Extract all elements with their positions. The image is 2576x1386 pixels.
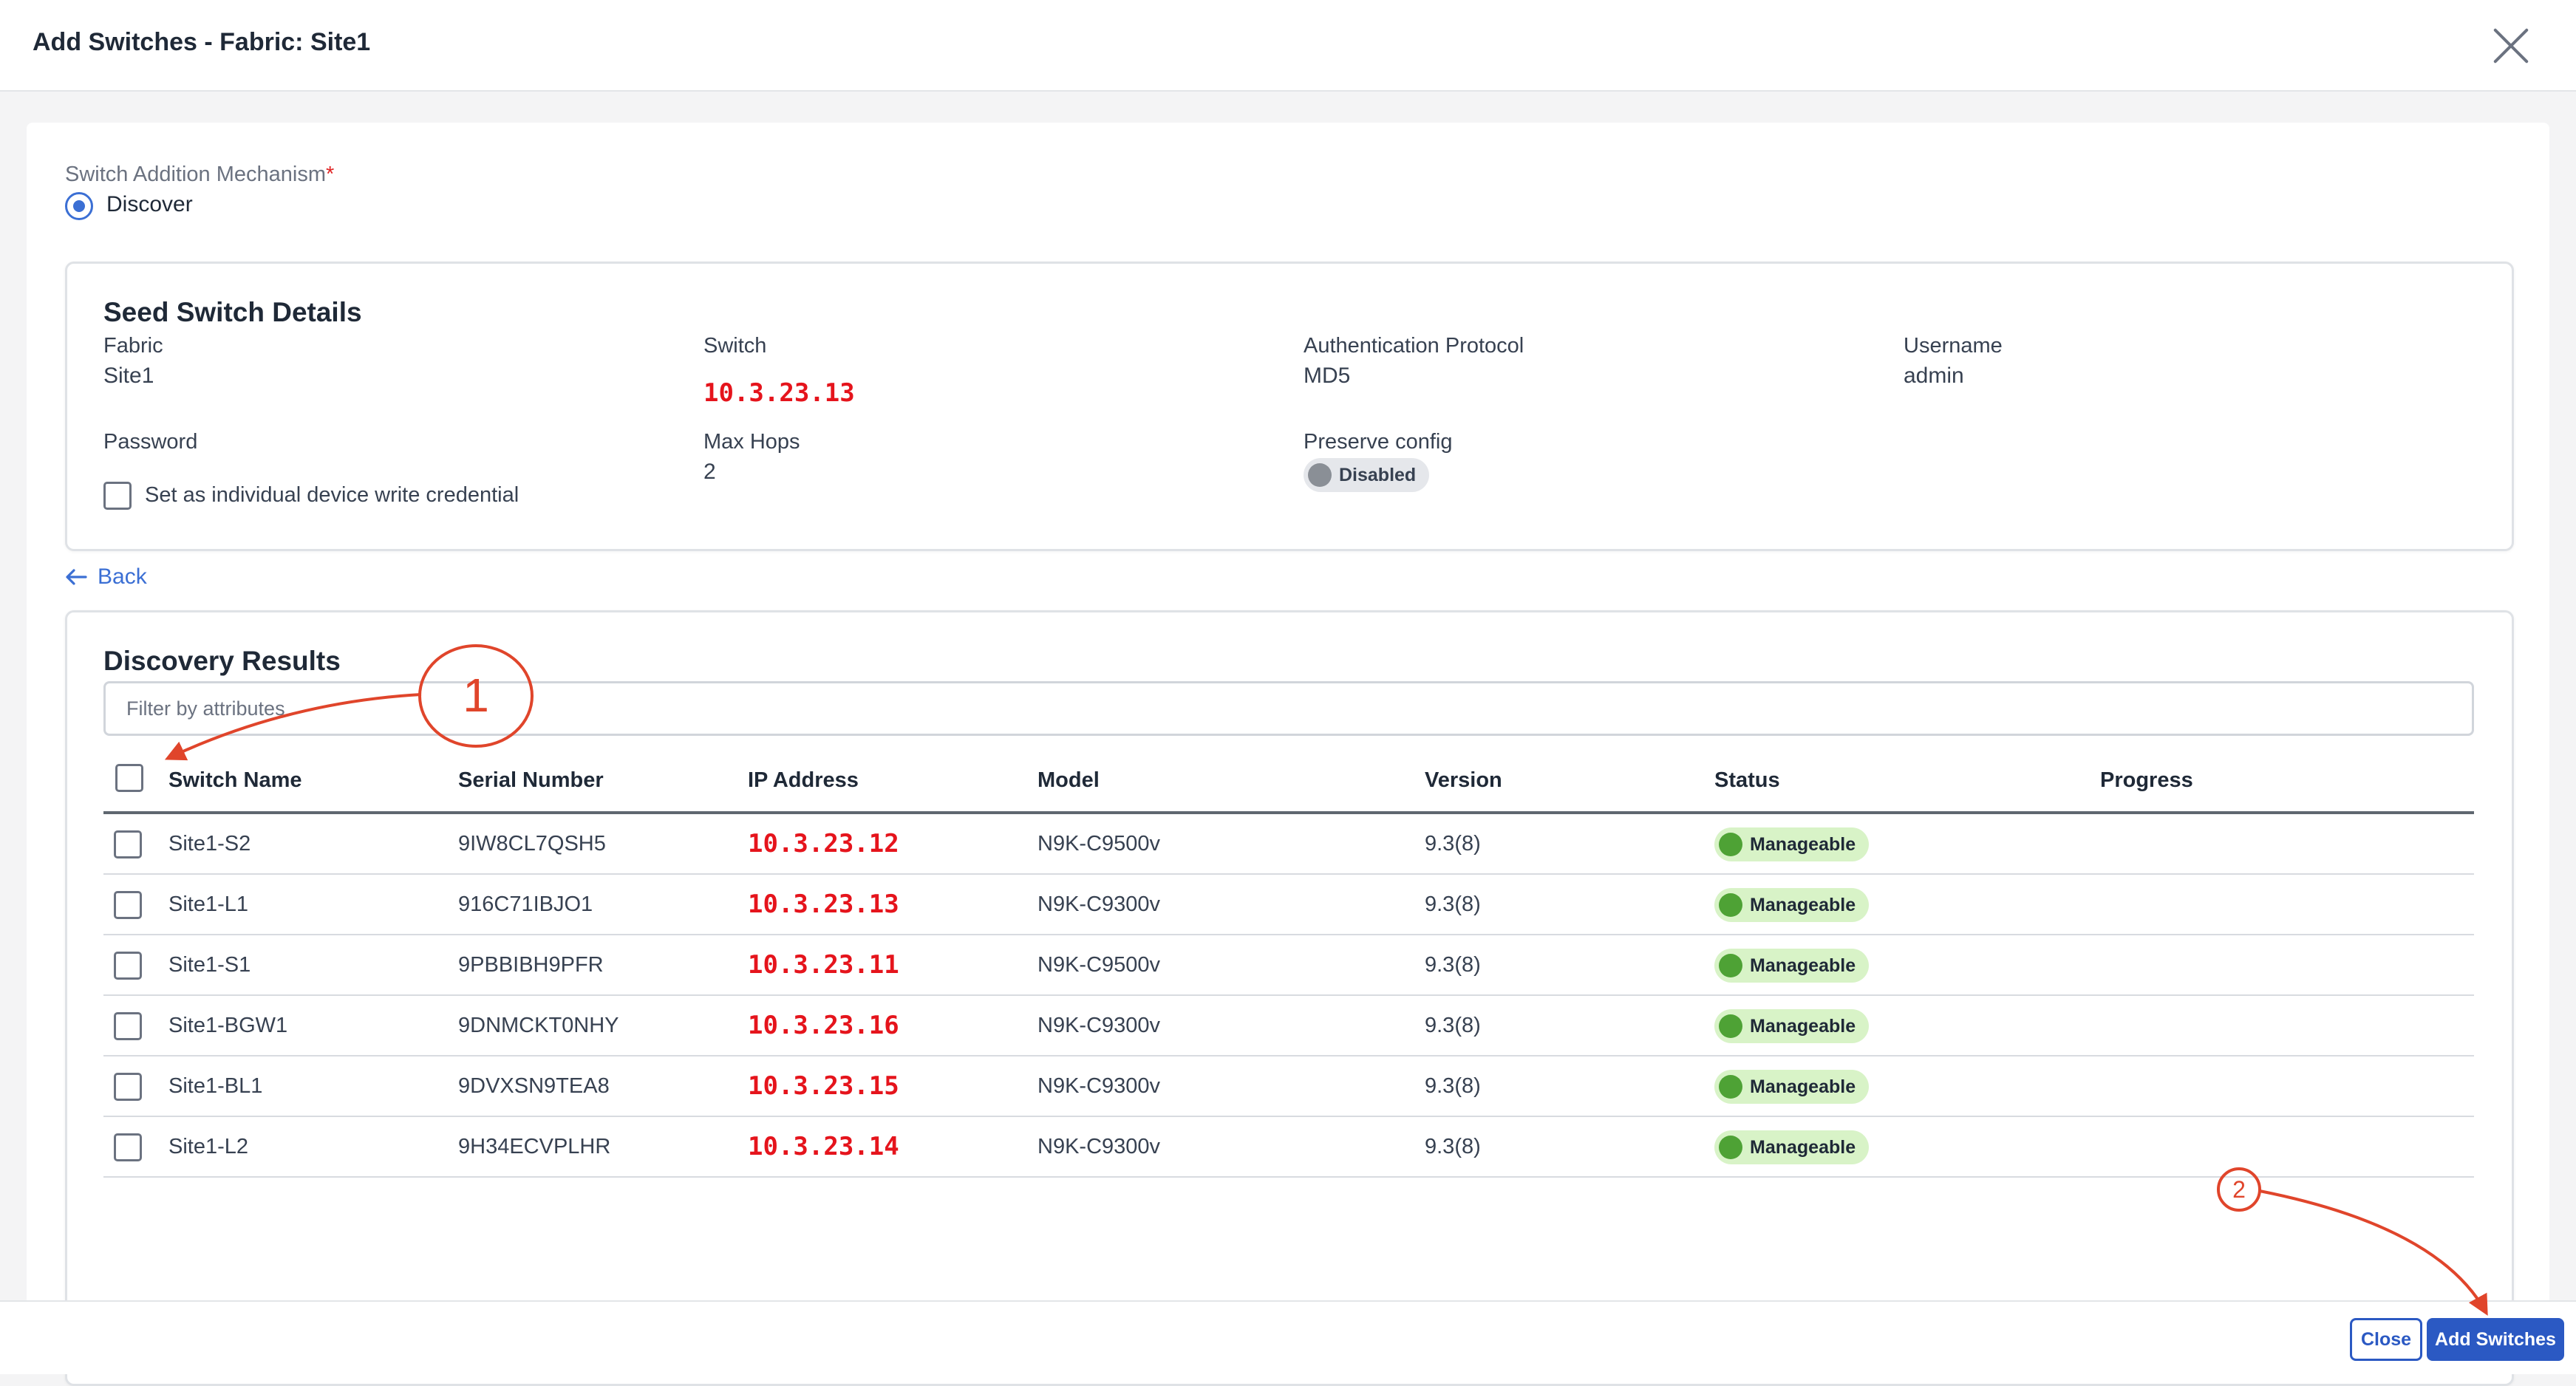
ip-address-cell: 10.3.23.14 xyxy=(748,1132,899,1161)
table-header-divider xyxy=(103,811,2474,814)
close-icon[interactable] xyxy=(2492,27,2530,65)
seed-switch-panel xyxy=(65,262,2514,551)
switch-name-cell: Site1-BGW1 xyxy=(168,1014,288,1037)
table-row[interactable]: Site1-BGW1 9DNMCKT0NHY 10.3.23.16 N9K-C9… xyxy=(103,996,2474,1056)
model-cell: N9K-C9300v xyxy=(1037,1074,1161,1098)
switch-value: 10.3.23.13 xyxy=(703,378,855,408)
discover-radio[interactable] xyxy=(65,192,93,220)
serial-number-cell: 9IW8CL7QSH5 xyxy=(458,832,606,856)
arrow-left-icon xyxy=(66,569,87,585)
column-header-progress[interactable]: Progress xyxy=(2100,768,2193,792)
status-dot-icon xyxy=(1719,1075,1742,1099)
seed-panel-title: Seed Switch Details xyxy=(103,297,362,327)
dialog-header: Add Switches - Fabric: Site1 xyxy=(0,0,2576,92)
back-link[interactable]: Back xyxy=(65,564,147,590)
status-dot-icon xyxy=(1719,954,1742,977)
serial-number-cell: 9H34ECVPLHR xyxy=(458,1135,611,1158)
password-label: Password xyxy=(103,430,198,454)
dialog-footer xyxy=(0,1300,2576,1374)
status-badge: Manageable xyxy=(1714,1130,1870,1164)
model-cell: N9K-C9500v xyxy=(1037,832,1161,856)
select-all-checkbox[interactable] xyxy=(115,764,143,792)
ip-address-cell: 10.3.23.11 xyxy=(748,950,899,980)
switch-label: Switch xyxy=(703,334,767,358)
version-cell: 9.3(8) xyxy=(1425,1135,1481,1158)
ip-address-cell: 10.3.23.13 xyxy=(748,890,899,919)
column-header-serial-number[interactable]: Serial Number xyxy=(458,768,604,792)
table-row[interactable]: Site1-L1 916C71IBJO1 10.3.23.13 N9K-C930… xyxy=(103,875,2474,935)
ip-address-cell: 10.3.23.15 xyxy=(748,1071,899,1101)
fabric-label: Fabric xyxy=(103,334,163,358)
serial-number-cell: 9DNMCKT0NHY xyxy=(458,1014,619,1037)
row-checkbox[interactable] xyxy=(114,952,142,980)
column-header-status[interactable]: Status xyxy=(1714,768,1780,792)
preserve-config-label: Preserve config xyxy=(1304,430,1453,454)
close-button[interactable]: Close xyxy=(2350,1318,2422,1361)
dialog-title: Add Switches - Fabric: Site1 xyxy=(33,28,371,56)
write-credential-checkbox[interactable] xyxy=(103,482,132,510)
fabric-value: Site1 xyxy=(103,363,154,388)
ip-address-cell: 10.3.23.16 xyxy=(748,1011,899,1040)
preserve-config-badge: Disabled xyxy=(1304,458,1430,492)
add-switches-button[interactable]: Add Switches xyxy=(2427,1318,2564,1361)
column-header-model[interactable]: Model xyxy=(1037,768,1100,792)
switch-name-cell: Site1-L1 xyxy=(168,892,249,916)
version-cell: 9.3(8) xyxy=(1425,953,1481,977)
status-badge: Manageable xyxy=(1714,949,1870,983)
row-checkbox[interactable] xyxy=(114,1133,142,1161)
switch-name-cell: Site1-S2 xyxy=(168,832,251,856)
model-cell: N9K-C9300v xyxy=(1037,892,1161,916)
model-cell: N9K-C9500v xyxy=(1037,953,1161,977)
discovery-panel-title: Discovery Results xyxy=(103,646,341,676)
version-cell: 9.3(8) xyxy=(1425,832,1481,856)
annotation-number-2: 2 xyxy=(2232,1176,2246,1203)
mechanism-label: Switch Addition Mechanism* xyxy=(65,163,335,186)
status-badge: Manageable xyxy=(1714,1009,1870,1043)
column-header-ip-address[interactable]: IP Address xyxy=(748,768,859,792)
row-checkbox[interactable] xyxy=(114,830,142,858)
serial-number-cell: 916C71IBJO1 xyxy=(458,892,593,916)
serial-number-cell: 9PBBIBH9PFR xyxy=(458,953,604,977)
status-badge: Manageable xyxy=(1714,888,1870,922)
username-value: admin xyxy=(1904,363,1964,388)
table-row[interactable]: Site1-S1 9PBBIBH9PFR 10.3.23.11 N9K-C950… xyxy=(103,935,2474,996)
serial-number-cell: 9DVXSN9TEA8 xyxy=(458,1074,610,1098)
max-hops-value: 2 xyxy=(703,460,716,484)
version-cell: 9.3(8) xyxy=(1425,1074,1481,1098)
annotation-number-1: 1 xyxy=(463,669,489,722)
switch-name-cell: Site1-BL1 xyxy=(168,1074,263,1098)
status-dot-icon xyxy=(1719,893,1742,917)
status-dot-icon xyxy=(1719,1014,1742,1038)
column-header-switch-name[interactable]: Switch Name xyxy=(168,768,302,792)
status-dot-icon xyxy=(1719,1136,1742,1159)
auth-protocol-label: Authentication Protocol xyxy=(1304,334,1524,358)
table-row[interactable]: Site1-L2 9H34ECVPLHR 10.3.23.14 N9K-C930… xyxy=(103,1117,2474,1178)
write-credential-label: Set as individual device write credentia… xyxy=(145,483,519,507)
version-cell: 9.3(8) xyxy=(1425,892,1481,916)
row-checkbox[interactable] xyxy=(114,1012,142,1040)
model-cell: N9K-C9300v xyxy=(1037,1014,1161,1037)
model-cell: N9K-C9300v xyxy=(1037,1135,1161,1158)
table-row[interactable]: Site1-BL1 9DVXSN9TEA8 10.3.23.15 N9K-C93… xyxy=(103,1056,2474,1117)
column-header-version[interactable]: Version xyxy=(1425,768,1502,792)
version-cell: 9.3(8) xyxy=(1425,1014,1481,1037)
ip-address-cell: 10.3.23.12 xyxy=(748,829,899,858)
switch-name-cell: Site1-L2 xyxy=(168,1135,249,1158)
discover-radio-label[interactable]: Discover xyxy=(106,192,193,216)
status-badge: Manageable xyxy=(1714,827,1870,861)
status-dot-icon xyxy=(1719,833,1742,856)
switch-name-cell: Site1-S1 xyxy=(168,953,251,977)
status-badge: Manageable xyxy=(1714,1070,1870,1104)
status-dot-icon xyxy=(1308,463,1332,487)
row-checkbox[interactable] xyxy=(114,891,142,919)
required-mark: * xyxy=(326,163,335,186)
row-checkbox[interactable] xyxy=(114,1073,142,1101)
max-hops-label: Max Hops xyxy=(703,430,800,454)
table-row[interactable]: Site1-S2 9IW8CL7QSH5 10.3.23.12 N9K-C950… xyxy=(103,814,2474,875)
auth-protocol-value: MD5 xyxy=(1304,363,1351,388)
username-label: Username xyxy=(1904,334,2003,358)
